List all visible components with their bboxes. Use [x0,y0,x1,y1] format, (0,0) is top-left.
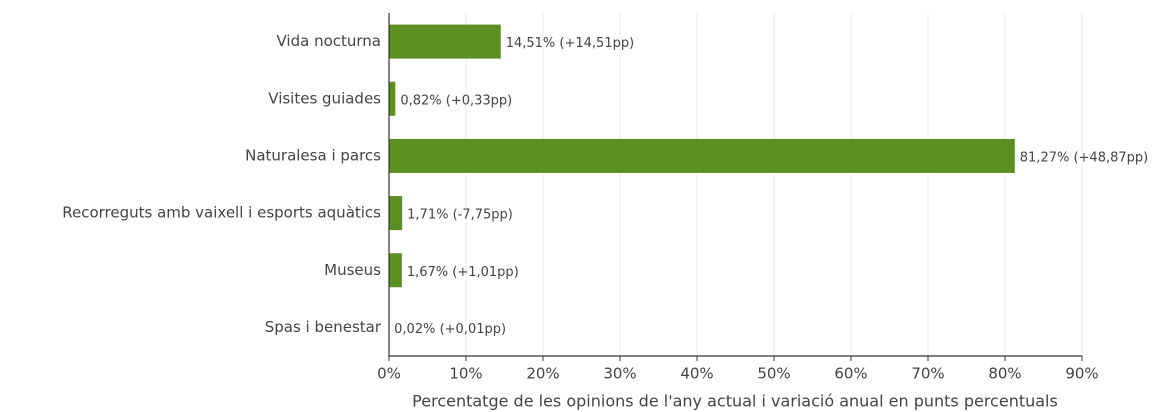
bar [389,24,501,59]
y-tick-label: Museus [324,261,381,279]
x-axis-label: Percentatge de les opinions de l'any act… [412,392,1058,411]
y-tick-label: Visites guiades [268,89,381,107]
value-label: 1,67% (+1,01pp) [407,265,519,280]
value-label: 81,27% (+48,87pp) [1020,150,1148,165]
x-tick-label: 20% [526,365,559,383]
bar [389,138,1015,173]
value-label: 14,51% (+14,51pp) [506,36,634,51]
x-tick-label: 80% [988,365,1021,383]
x-tick-label: 70% [911,365,944,383]
x-tick-label: 40% [680,365,713,383]
value-label: 0,82% (+0,33pp) [400,93,512,108]
x-tick-label: 0% [377,365,401,383]
value-label: 1,71% (-7,75pp) [407,208,513,223]
y-tick-label: Spas i benestar [265,318,382,336]
y-tick-label: Recorreguts amb vaixell i esports aquàti… [62,204,381,222]
y-tick-label: Naturalesa i parcs [245,146,381,164]
x-tick-label: 90% [1065,365,1098,383]
bar [389,81,396,116]
bar [389,196,403,231]
x-tick-label: 10% [449,365,482,383]
y-tick-label: Vida nocturna [276,32,381,50]
bar [389,253,402,288]
x-tick-label: 60% [834,365,867,383]
x-tick-label: 50% [757,365,790,383]
x-tick-label: 30% [603,365,636,383]
value-label: 0,02% (+0,01pp) [394,322,506,337]
